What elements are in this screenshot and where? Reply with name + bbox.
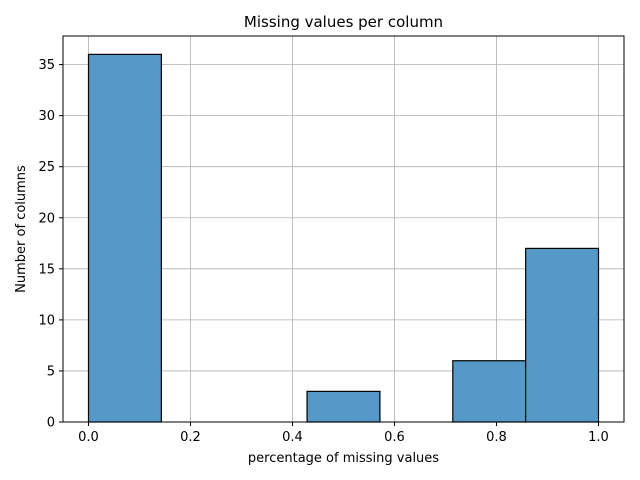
x-axis-label: percentage of missing values — [248, 451, 439, 466]
chart-title: Missing values per column — [244, 13, 443, 31]
x-tick-label: 0.8 — [486, 430, 507, 445]
y-tick-label: 20 — [38, 211, 55, 226]
histogram-bar — [525, 247, 600, 423]
y-tick-label: 35 — [38, 58, 55, 73]
histogram-bar — [87, 53, 162, 423]
y-axis-ticks: 0 5 10 15 20 25 30 35 — [38, 58, 63, 431]
histogram-bar — [452, 360, 527, 423]
x-tick-label: 1.0 — [588, 430, 609, 445]
y-tick-label: 5 — [47, 364, 55, 379]
y-tick-label: 15 — [38, 262, 55, 277]
histogram-bar — [306, 390, 381, 423]
x-axis-ticks: 0.0 0.2 0.4 0.6 0.8 1.0 — [78, 422, 609, 445]
y-axis-label: Number of columns — [14, 165, 29, 293]
x-tick-label: 0.2 — [180, 430, 201, 445]
x-tick-label: 0.4 — [282, 430, 303, 445]
bars — [87, 53, 600, 423]
y-tick-label: 10 — [38, 313, 55, 328]
y-tick-label: 25 — [38, 160, 55, 175]
x-tick-label: 0.0 — [78, 430, 99, 445]
plot-frame — [62, 35, 625, 423]
y-tick-label: 30 — [38, 109, 55, 124]
y-tick-label: 0 — [47, 416, 55, 431]
x-tick-label: 0.6 — [384, 430, 405, 445]
